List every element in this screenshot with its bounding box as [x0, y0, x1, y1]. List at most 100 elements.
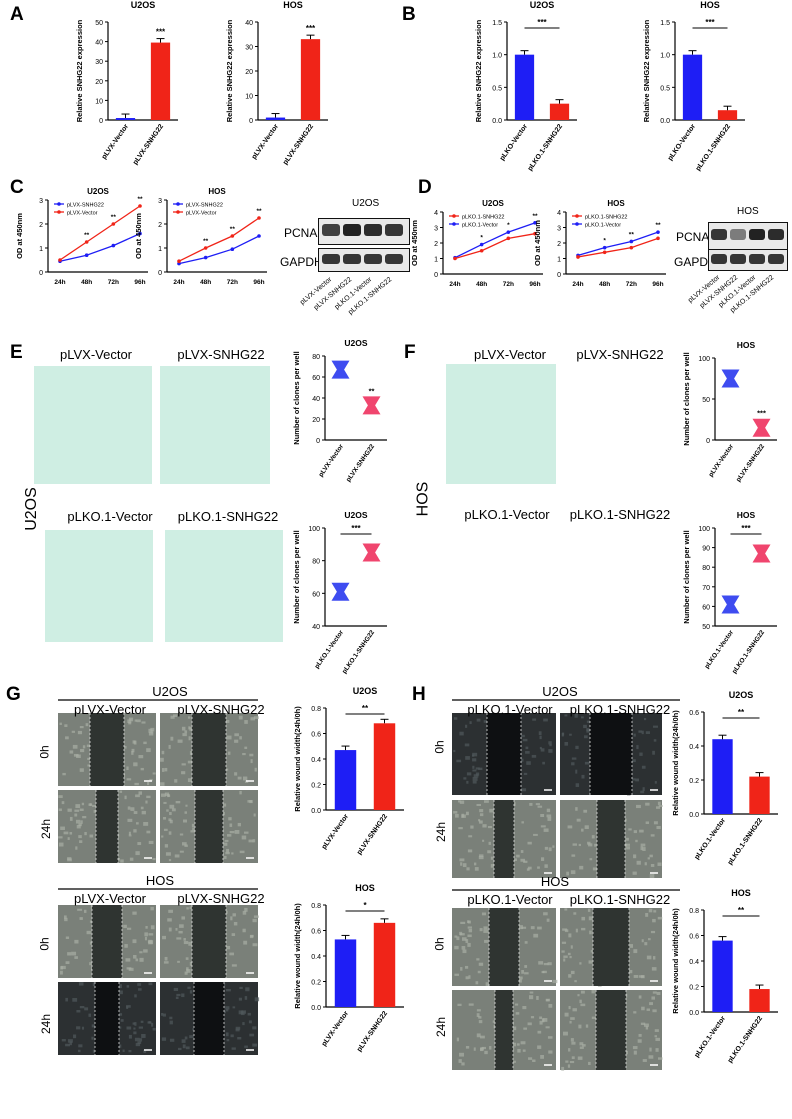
plate-f-label-2: pLVX-SNHG22: [576, 347, 664, 362]
wound-g-8-cell-30: [187, 986, 191, 989]
wound-h-2-cell-65: [571, 762, 575, 766]
wound-g-4-cell-64: [192, 827, 195, 831]
wound-h-7-cell-51: [537, 1045, 542, 1049]
wound-h-3-cell-2: [455, 813, 459, 818]
wound-g-5-cell-45: [74, 956, 78, 959]
wound-h-4-cell-19: [591, 835, 595, 839]
wound-h-3-cell-64: [465, 811, 469, 816]
wound-h-1-cell-64: [548, 749, 553, 753]
wound-g-1-cell-65: [62, 772, 66, 776]
wound-h-3-cell-1: [527, 866, 532, 870]
wound-g-1-cell-69: [127, 719, 132, 723]
f-top-ylabel: Number of clones per well: [682, 352, 691, 445]
wound-h-3-wound-gap: [494, 800, 514, 878]
d-hos-legend-dot-1: [575, 222, 579, 226]
wound-h-8-wound-gap: [596, 990, 626, 1070]
h-hos-ytick-label-3: 0.6: [689, 934, 699, 941]
c-hos-ytick-label-0: 0: [158, 270, 162, 277]
e-top-sig: **: [369, 386, 375, 395]
wound-g-1-cell-46: [64, 724, 68, 727]
wound-g-1-cell-47: [132, 740, 136, 744]
wound-g-7-cell-39: [138, 1026, 144, 1029]
wound-h-1-cell-65: [538, 731, 542, 736]
wound-h-7-cell-64: [480, 1047, 483, 1052]
wound-h-7-cell-14: [461, 1062, 465, 1066]
wound-h-3-cell-8: [459, 858, 465, 862]
wound-h-7-cell-23: [548, 1003, 553, 1008]
a-hos-ytick-label-3: 30: [245, 45, 253, 52]
d-hos-ytick-label-4: 4: [557, 210, 561, 217]
wound-h-2-cell-40: [586, 728, 590, 732]
wound-g-7-cell-69: [132, 1022, 135, 1025]
g-hos-xlabel-1: pLVX-SNHG22: [356, 1010, 389, 1053]
wound-g-2-cell-26: [187, 760, 193, 764]
wound-h-4-cell-3: [567, 825, 573, 829]
wound-g-3-cell-62: [120, 859, 124, 863]
h-hos-ytick-label-2: 0.4: [689, 959, 699, 966]
wound-h-3-cell-32: [540, 825, 546, 828]
wound-g-4-cell-16: [239, 850, 245, 854]
wound-g-6-wound-gap: [192, 905, 226, 978]
wound-g-4-cell-55: [243, 831, 249, 834]
wound-h-7-cell-63: [457, 1003, 462, 1007]
wound-g-1-cell-22: [134, 782, 139, 786]
wound-h-4-cell-10: [647, 857, 650, 860]
d-u2os-xtick-1: 48h: [476, 281, 487, 288]
plate-e-2: [160, 366, 270, 484]
d-u2os-sig-0: *: [480, 235, 483, 242]
wound-h-1-cell-52: [463, 777, 467, 780]
wound-g-3-cell-20: [61, 801, 65, 805]
wound-h-3-cell-53: [470, 825, 474, 829]
wound-g-8-cell-13: [254, 997, 260, 1002]
a-hos-sig: ***: [306, 24, 316, 33]
wound-h-1-cell-66: [465, 756, 470, 760]
wound-h-3-cell-5: [520, 850, 524, 853]
wound-h-4-cell-8: [625, 837, 629, 841]
wound-h-6-cell-7: [645, 912, 649, 917]
wound-h-6-cell-41: [587, 908, 591, 912]
f-top-xlabel-0: pLVX-Vector: [708, 443, 736, 479]
wound-h-1-cell-43: [478, 767, 483, 771]
wound-g-5-cell-43: [74, 939, 79, 944]
wound-h-6-cell-16: [633, 949, 638, 954]
wound-g-2-cell-53: [177, 739, 183, 743]
wound-g-4-cell-42: [229, 831, 235, 834]
h-u2os-ytick-label-3: 0.6: [689, 710, 699, 717]
wound-g-6-cell-47: [183, 938, 186, 941]
wound-h-2-cell-10: [645, 731, 650, 734]
e-bot-xlabel-0: pLKO.1-Vector: [314, 629, 346, 670]
wound-h-6-cell-61: [574, 980, 577, 983]
wound-g-1-cell-29: [76, 754, 81, 758]
wound-h-4-cell-43: [644, 862, 647, 866]
c-hos-xtick-3: 96h: [253, 279, 264, 286]
blot-c-title: U2OS: [352, 198, 380, 209]
wound-g-5-cell-28: [139, 951, 143, 954]
wound-h-5-cell-47: [519, 976, 523, 980]
wound-h-2-cell-47: [574, 713, 578, 718]
wound-g-7-cell-48: [148, 982, 153, 986]
wound-h-6-cell-26: [657, 916, 663, 920]
wound-h-5-cell-9: [467, 920, 470, 924]
wound-g-7-cell-38: [141, 1033, 146, 1038]
wound-h-5-cell-69: [460, 921, 466, 925]
wound-g-6-cell-50: [168, 909, 173, 913]
wound-h-4-cell-47: [576, 818, 581, 822]
panel-letter-f: F: [404, 342, 416, 363]
wound-h-2-cell-37: [569, 733, 572, 736]
wound-h-4-cell-56: [594, 843, 597, 847]
wound-g-7-cell-42: [134, 1037, 140, 1042]
wound-g-7-cell-3: [67, 1039, 73, 1043]
wound-g-1-cell-53: [123, 746, 127, 749]
wound-h-3-cell-11: [540, 813, 545, 818]
wound-g-8-cell-35: [169, 1038, 175, 1042]
wound-h-3-cell-48: [482, 824, 487, 828]
wound-h-6-cell-57: [648, 938, 651, 941]
d-hos-xtick-2: 72h: [626, 281, 637, 288]
wound-h-6-cell-1: [590, 949, 595, 953]
wound-h-4-cell-32: [639, 829, 644, 833]
c-u2os-ytick-label-1: 1: [39, 246, 43, 253]
wound-g-7-cell-33: [135, 1042, 141, 1047]
g-u2os-bar-1: [373, 723, 396, 810]
wound-h-1-cell-54: [465, 724, 468, 728]
wound-h-8-cell-3: [570, 1017, 575, 1020]
